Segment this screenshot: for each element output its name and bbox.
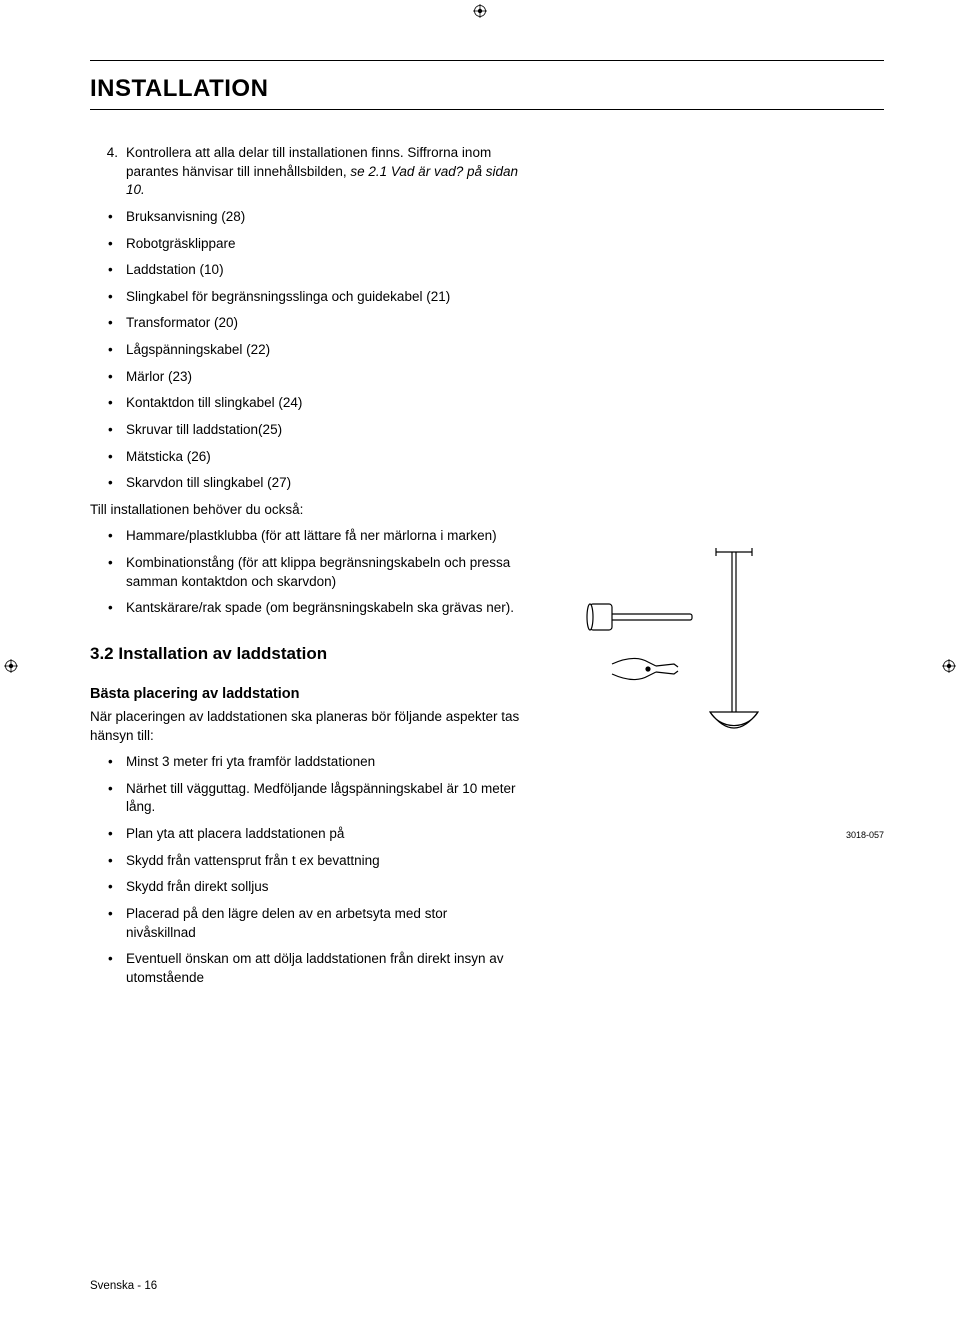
left-column: 4. Kontrollera att alla delar till insta… [90,144,520,995]
best-placement-intro: När placeringen av laddstationen ska pla… [90,708,520,745]
list-item: Skarvdon till slingkabel (27) [126,474,520,493]
list-item: Laddstation (10) [126,261,520,280]
registration-mark-icon [942,659,956,673]
section-heading-3-2: 3.2 Installation av laddstation [90,644,520,664]
list-item: Minst 3 meter fri yta framför laddstatio… [126,753,520,772]
list-item: Kantskärare/rak spade (om begränsningska… [126,599,520,618]
list-item: Slingkabel för begränsningsslinga och gu… [126,288,520,307]
tools-illustration-icon [582,544,782,754]
list-item: Närhet till vägguttag. Medföljande lågsp… [126,780,520,817]
figure-reference-code: 3018-057 [846,830,884,840]
also-need-list: Hammare/plastklubba (för att lättare få … [90,527,520,618]
list-item: Kontaktdon till slingkabel (24) [126,394,520,413]
best-placement-heading: Bästa placering av laddstation [90,686,520,702]
registration-mark-icon [4,659,18,673]
list-item: Hammare/plastklubba (för att lättare få … [126,527,520,546]
list-item: Skydd från direkt solljus [126,878,520,897]
list-item: Märlor (23) [126,368,520,387]
horizontal-rule [90,109,884,110]
numbered-step-list: 4. Kontrollera att alla delar till insta… [90,144,520,200]
right-column [544,144,824,995]
list-item: Skydd från vattensprut från t ex bevattn… [126,852,520,871]
best-placement-list: Minst 3 meter fri yta framför laddstatio… [90,753,520,987]
list-item: Eventuell önskan om att dölja laddstatio… [126,950,520,987]
list-item: Kombinationstång (för att klippa begräns… [126,554,520,591]
list-item: Lågspänningskabel (22) [126,341,520,360]
list-item: Placerad på den lägre delen av en arbets… [126,905,520,942]
list-item: Skruvar till laddstation(25) [126,421,520,440]
list-item: Transformator (20) [126,314,520,333]
page-content: INSTALLATION 4. Kontrollera att alla del… [0,0,960,1035]
registration-mark-icon [473,4,487,18]
step-4: 4. Kontrollera att alla delar till insta… [126,144,520,200]
page-footer: Svenska - 16 [90,1280,157,1292]
also-need-intro: Till installationen behöver du också: [90,501,520,520]
two-column-layout: 4. Kontrollera att alla delar till insta… [90,144,884,995]
list-item: Plan yta att placera laddstationen på [126,825,520,844]
step-number: 4. [90,144,118,163]
horizontal-rule [90,60,884,61]
list-item: Bruksanvisning (28) [126,208,520,227]
page-title: INSTALLATION [90,75,884,103]
list-item: Mätsticka (26) [126,448,520,467]
parts-list: Bruksanvisning (28) Robotgräsklippare La… [90,208,520,493]
list-item: Robotgräsklippare [126,235,520,254]
